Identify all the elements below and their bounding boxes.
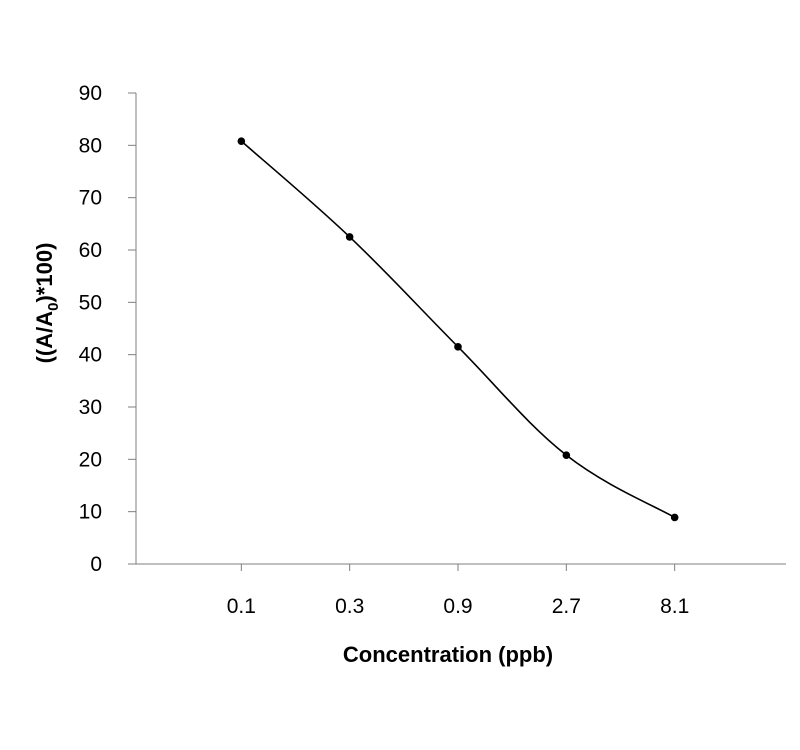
- y-tick-label: 90: [79, 82, 102, 105]
- y-tick-label: 30: [79, 396, 102, 419]
- series-line: [240, 140, 676, 519]
- y-tick-label: 50: [79, 291, 102, 314]
- x-tick-label: 0.9: [443, 595, 472, 618]
- tick-labels: 0 10 20 30 40 50 60 70 80 90 0.1 0.3 0.9 2.7 8.1: [79, 82, 690, 618]
- y-tick-label: 0: [90, 553, 102, 576]
- data-point: [670, 513, 679, 522]
- y-axis-title-subscript: 0: [45, 303, 62, 311]
- x-tick-label: 0.3: [335, 595, 364, 618]
- y-axis-title-suffix: )*100): [32, 243, 57, 303]
- data-point: [345, 233, 354, 241]
- x-tick-label: 0.1: [227, 595, 256, 618]
- y-axis-title-main: ((A/A: [32, 311, 57, 364]
- y-tick-label: 20: [79, 448, 102, 471]
- y-axis: [128, 92, 137, 565]
- x-tick-label: 2.7: [552, 595, 581, 618]
- y-tick-label: 10: [79, 501, 102, 524]
- series-layer: [237, 137, 679, 522]
- y-tick-label: 60: [79, 239, 102, 262]
- x-tick-label: 8.1: [660, 595, 689, 618]
- y-axis-title: ((A/A0)*100): [32, 243, 62, 364]
- y-tick-label: 40: [79, 344, 102, 367]
- y-tick-label: 80: [79, 134, 102, 157]
- x-axis: [136, 563, 786, 571]
- data-point: [454, 343, 462, 351]
- y-tick-label: 70: [79, 187, 102, 210]
- x-axis-title: Concentration (ppb): [343, 642, 553, 667]
- data-point: [562, 451, 571, 459]
- data-point: [237, 137, 246, 145]
